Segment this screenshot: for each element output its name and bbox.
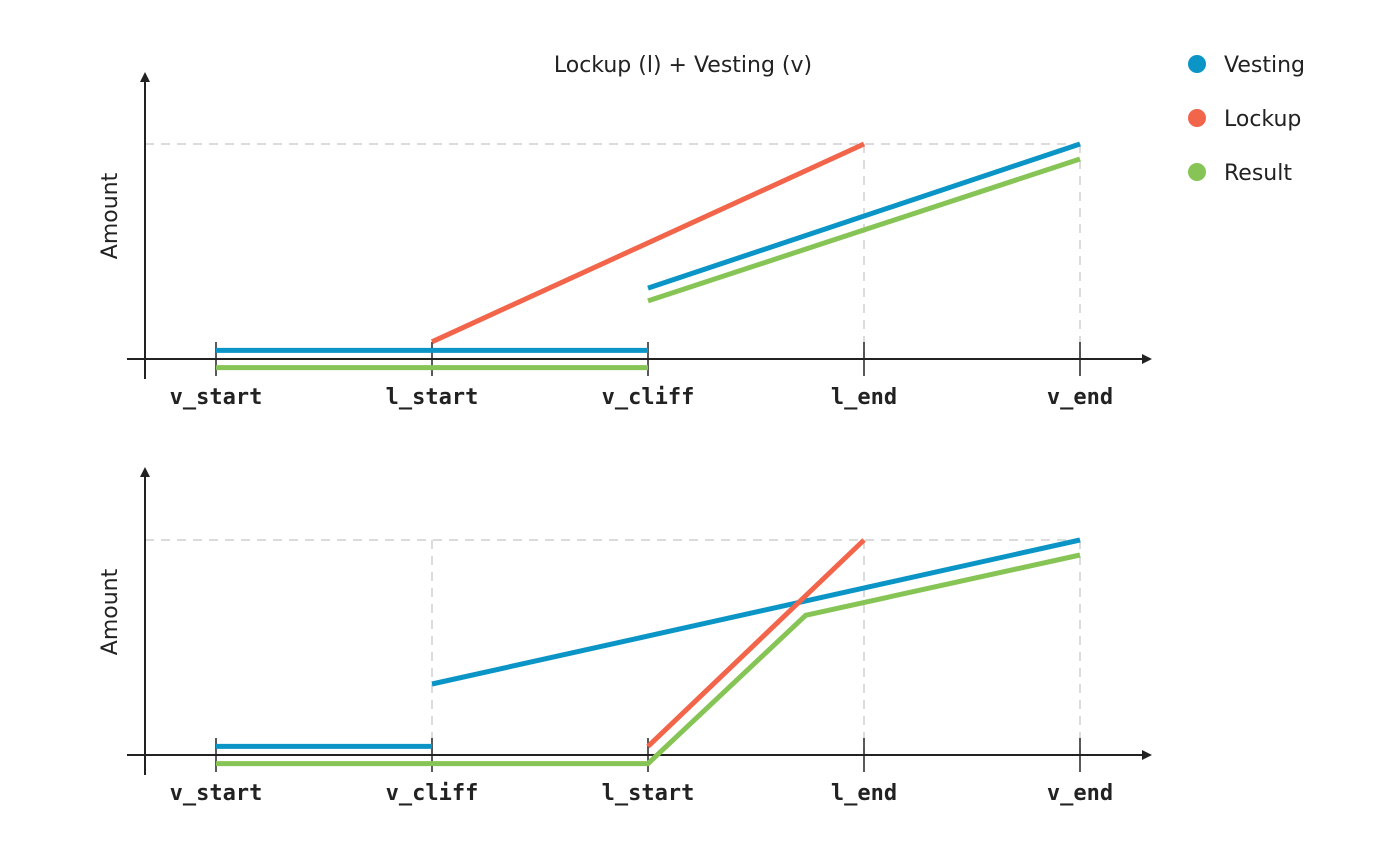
legend-marker-result — [1188, 163, 1206, 181]
series-vesting-segment-1 — [647, 141, 1081, 291]
legend-label-vesting: Vesting — [1224, 53, 1305, 78]
series-vesting-segment-1 — [431, 537, 1081, 687]
x-tick-label-l_start: l_start — [602, 781, 695, 806]
x-tick-label-v_start: v_start — [170, 781, 263, 806]
y-axis-label: Amount — [98, 172, 123, 259]
y-axis-arrow — [140, 467, 150, 477]
legend-label-result: Result — [1224, 161, 1292, 186]
y-axis-arrow — [140, 72, 150, 82]
chart-title: Lockup (l) + Vesting (v) — [554, 53, 812, 78]
series-result-segment-0 — [216, 552, 1081, 767]
series-lockup-segment-0 — [646, 538, 866, 749]
x-tick-label-l_start: l_start — [386, 385, 479, 410]
x-tick-label-v_cliff: v_cliff — [386, 781, 479, 806]
legend-marker-lockup — [1188, 109, 1206, 127]
x-tick-label-v_start: v_start — [170, 385, 263, 410]
chart-top: Amount v_start l_start v_cliff l_end v_end — [98, 72, 1152, 410]
chart-bottom: Amount v_start v_cliff l_start l_end v_end — [98, 467, 1152, 806]
legend: Vesting Lockup Result — [1188, 53, 1305, 186]
x-tick-label-v_cliff: v_cliff — [602, 385, 695, 410]
x-tick-label-v_end: v_end — [1047, 385, 1113, 410]
x-tick-label-l_end: l_end — [831, 781, 897, 806]
x-axis-arrow — [1142, 354, 1152, 364]
series-result-segment-1 — [647, 156, 1081, 304]
y-axis-label: Amount — [98, 568, 123, 655]
x-axis-arrow — [1142, 750, 1152, 760]
x-tick-label-l_end: l_end — [831, 385, 897, 410]
x-tick-label-v_end: v_end — [1047, 781, 1113, 806]
series-lockup-segment-0 — [430, 141, 866, 345]
legend-marker-vesting — [1188, 55, 1206, 73]
legend-label-lockup: Lockup — [1224, 107, 1301, 132]
